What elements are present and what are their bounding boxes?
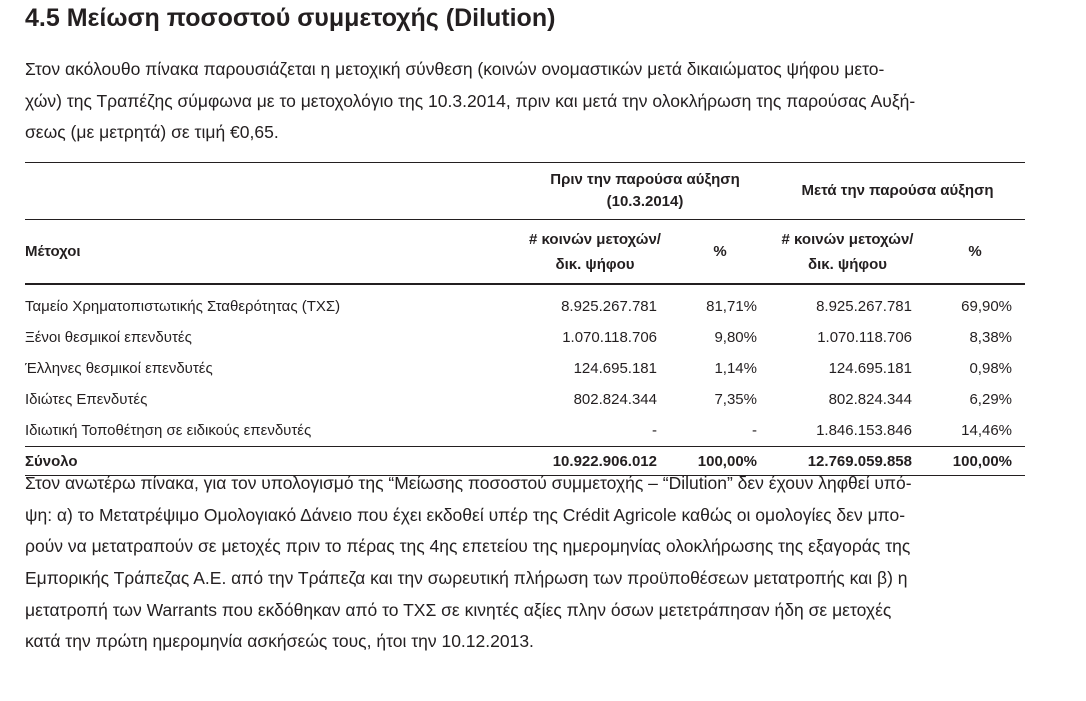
intro-paragraph: Στον ακόλουθο πίνακα παρουσιάζεται η μετ…: [25, 54, 1025, 149]
label-cell: Έλληνες θεσμικοί επενδυτές: [25, 360, 213, 377]
label-cell: Σύνολο: [25, 446, 520, 476]
number-cell: 802.824.344: [828, 391, 912, 408]
header-line: δικ. ψήφου: [807, 255, 888, 273]
group-header-row: Πριν την παρούσα αύξηση (10.3.2014) Μετά τ…: [25, 162, 1026, 220]
total-row: Σύνολο 10.922.906.012 100,00% 12.769.059.85…: [25, 446, 1026, 476]
column-header: Μέτοχοι: [25, 219, 520, 285]
number-cell: 100,00%: [925, 446, 1026, 476]
table-row: Ιδιώτες Επενδυτές 802.824.344 7,35% 802.824…: [25, 384, 1025, 415]
table-row: Έλληνες θεσμικοί επενδυτές 124.695.181 1,1…: [25, 353, 1025, 384]
note-paragraph: Στον ανωτέρω πίνακα, για τον υπολογισμό …: [25, 468, 1025, 658]
column-header-row: Μέτοχοι # κοινών μετοχών/δικ. ψήφου% # κοι…: [25, 219, 1026, 285]
header-line: (10.3.2014): [606, 193, 684, 210]
header-line: # κοινών μετοχών/: [781, 230, 914, 248]
column-header: %: [670, 219, 770, 285]
header-line: Μετά την παρούσα αύξηση: [801, 182, 994, 199]
number-cell: 6,29%: [969, 391, 1013, 408]
number-cell: 8.925.267.781: [816, 298, 912, 315]
number-cell: -: [652, 422, 657, 439]
header-line: Πριν την παρούσα αύξηση: [550, 171, 740, 188]
text-line: μετατροπή των Warrants που εκδόθηκαν από…: [25, 599, 892, 620]
number-cell: 10.922.906.012: [520, 446, 670, 476]
number-cell: 1.070.118.706: [817, 329, 912, 346]
column-header: %: [925, 219, 1026, 285]
table-row: Ξένοι θεσμικοί επενδυτές 1.070.118.706 9,8…: [25, 322, 1025, 353]
number-cell: 14,46%: [961, 422, 1013, 439]
number-cell: 9,80%: [714, 329, 757, 346]
text-line: Στον ανωτέρω πίνακα, για τον υπολογισμό …: [25, 473, 912, 493]
text-line: ψη: α) το Μετατρέψιμο Ομολογιακό Δάνειο …: [25, 504, 906, 525]
number-cell: 7,35%: [714, 391, 757, 408]
text-line: Στον ακόλουθο πίνακα παρουσιάζεται η μετ…: [25, 59, 885, 79]
number-cell: 100,00%: [670, 446, 770, 476]
number-cell: 0,98%: [969, 360, 1013, 377]
number-cell: 124.695.181: [828, 360, 912, 377]
text-line: Εμπορικής Τράπεζας Α.Ε. από την Τράπεζα …: [25, 568, 908, 589]
group-header: Μετά την παρούσα αύξηση: [770, 162, 1026, 220]
column-header: # κοινών μετοχών/δικ. ψήφου: [520, 219, 670, 285]
text-line: χών) της Τραπέζης σύμφωνα με το μετοχολό…: [25, 90, 916, 111]
label-cell: Ιδιωτική Τοποθέτηση σε ειδικούς επενδυτέ…: [25, 422, 312, 439]
number-cell: 12.769.059.858: [770, 446, 925, 476]
number-cell: 1.846.153.846: [816, 422, 912, 439]
number-cell: 8,38%: [969, 329, 1013, 346]
number-cell: 1,14%: [714, 360, 757, 377]
number-cell: 802.824.344: [573, 391, 657, 408]
shareholder-table: Πριν την παρούσα αύξηση (10.3.2014) Μετά τ…: [25, 162, 1026, 476]
number-cell: 8.925.267.781: [561, 298, 657, 315]
column-header: # κοινών μετοχών/δικ. ψήφου: [770, 219, 925, 285]
text-line: κατά την πρώτη ημερομηνία ασκήσεώς τους,…: [25, 631, 534, 652]
table-row: Ιδιωτική Τοποθέτηση σε ειδικούς επενδυτέ…: [25, 415, 1025, 447]
section-title: 4.5 Μείωση ποσοστού συμμετοχής (Dilution…: [25, 4, 556, 32]
text-line: σεως (με μετρητά) σε τιμή €0,65.: [25, 122, 279, 143]
number-cell: 1.070.118.706: [562, 329, 657, 346]
number-cell: 81,71%: [706, 298, 757, 315]
label-cell: Ιδιώτες Επενδυτές: [25, 391, 148, 408]
header-line: # κοινών μετοχών/: [529, 230, 661, 248]
number-cell: 69,90%: [961, 298, 1013, 315]
number-cell: 124.695.181: [573, 360, 657, 377]
table-row: Ταμείο Χρηματοπιστωτικής Σταθερότητας (Τ…: [25, 284, 1025, 322]
header-cell: [25, 162, 520, 220]
header-line: δικ. ψήφου: [555, 255, 635, 273]
label-cell: Ταμείο Χρηματοπιστωτικής Σταθερότητας (Τ…: [25, 298, 341, 315]
number-cell: -: [752, 422, 757, 439]
group-header: Πριν την παρούσα αύξηση (10.3.2014): [520, 162, 770, 220]
label-cell: Ξένοι θεσμικοί επενδυτές: [25, 329, 192, 346]
text-line: ρούν να μετατραπούν σε μετοχές πριν το π…: [25, 536, 911, 557]
